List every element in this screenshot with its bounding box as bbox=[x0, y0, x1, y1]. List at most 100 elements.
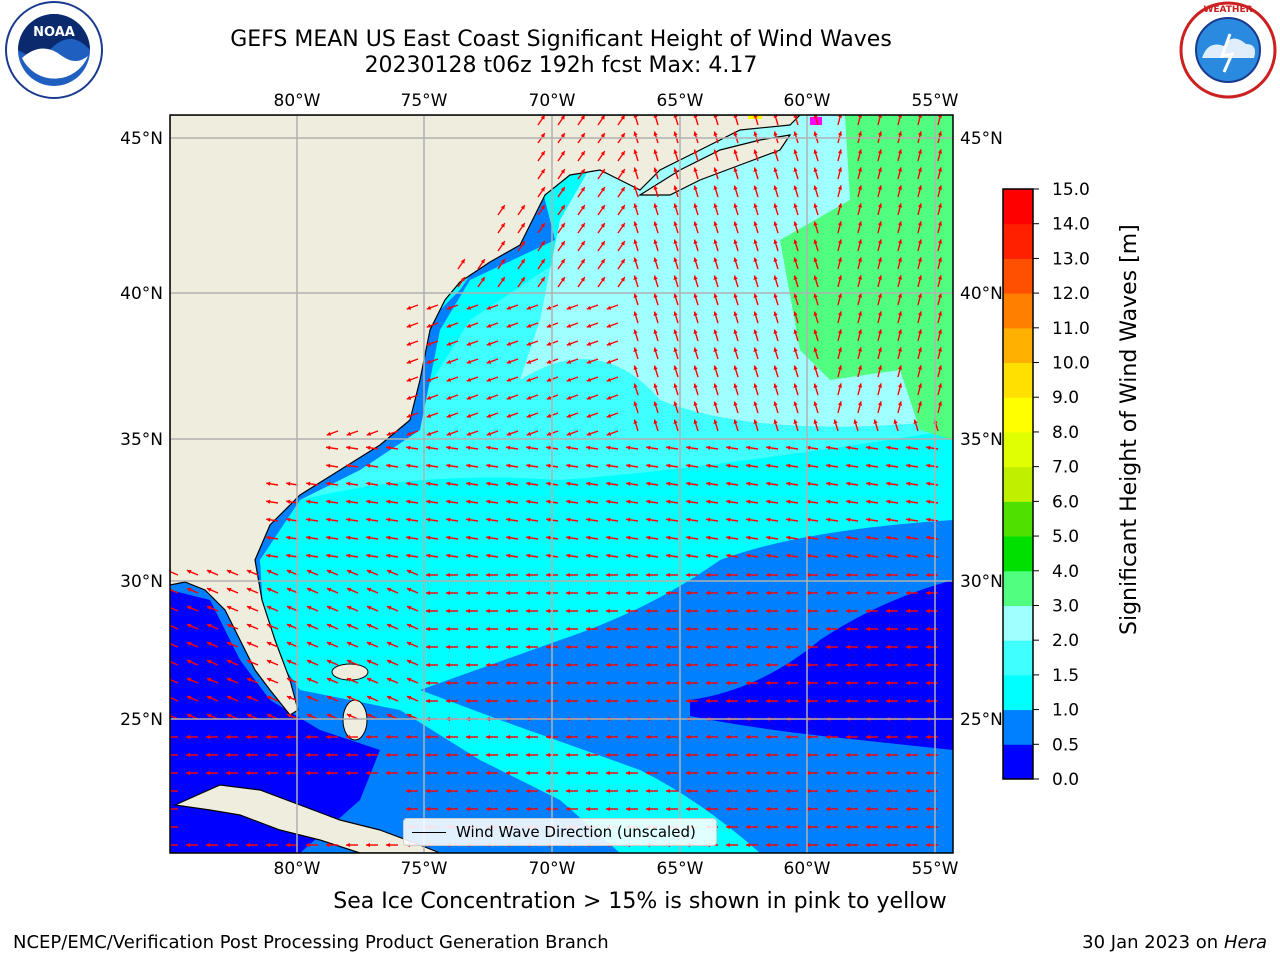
wave-arrow-head bbox=[773, 275, 778, 280]
wave-arrow-head bbox=[226, 695, 232, 700]
wave-arrow-head bbox=[826, 626, 830, 632]
wave-arrow-head bbox=[733, 239, 738, 244]
wave-arrow-head bbox=[526, 734, 530, 740]
wave-arrow-head bbox=[366, 752, 370, 758]
colorbar-swatch bbox=[1003, 223, 1033, 259]
wave-arrow-head bbox=[857, 257, 863, 262]
wave-arrow-head bbox=[606, 535, 611, 540]
wave-arrow-head bbox=[917, 347, 923, 352]
wave-arrow-head bbox=[206, 569, 212, 574]
wave-arrow-head bbox=[306, 752, 310, 758]
wave-arrow-head bbox=[917, 149, 923, 154]
wave-arrow-head bbox=[806, 824, 810, 830]
wave-arrow-head bbox=[877, 365, 883, 370]
wave-arrow-head bbox=[406, 377, 412, 382]
wave-arrow-head bbox=[186, 734, 190, 740]
wave-arrow-head bbox=[306, 605, 312, 610]
wave-arrow-head bbox=[926, 680, 930, 686]
wave-arrow-head bbox=[753, 347, 758, 352]
wave-arrow-head bbox=[846, 590, 850, 596]
wave-arrow-head bbox=[526, 463, 531, 468]
colorbar-swatch bbox=[1003, 501, 1033, 537]
wave-arrow-head bbox=[846, 644, 850, 650]
wave-arrow-head bbox=[546, 535, 551, 540]
colorbar-tick-label: 8.0 bbox=[1052, 423, 1079, 443]
wave-arrow-head bbox=[846, 499, 851, 504]
wave-arrow-head bbox=[286, 677, 292, 682]
wave-arrow-head bbox=[806, 481, 811, 486]
wave-arrow-head bbox=[746, 644, 750, 650]
wave-arrow-head bbox=[626, 662, 630, 668]
wave-arrow-head bbox=[726, 680, 730, 686]
wave-arrow-head bbox=[526, 517, 531, 522]
wave-arrow-head bbox=[566, 517, 571, 522]
wave-arrow-head bbox=[526, 535, 531, 540]
lon-label-top: 60°W bbox=[784, 91, 831, 111]
wave-arrow-head bbox=[813, 131, 818, 136]
wave-arrow-head bbox=[406, 431, 412, 436]
wave-arrow-head bbox=[586, 517, 591, 522]
wave-arrow-head bbox=[766, 644, 770, 650]
wave-arrow-head bbox=[406, 535, 411, 540]
wave-arrow-head bbox=[633, 149, 638, 154]
wave-arrow-head bbox=[766, 572, 770, 578]
wave-arrow-head bbox=[560, 223, 565, 228]
wave-arrow-head bbox=[633, 401, 638, 406]
wave-arrow-head bbox=[486, 806, 490, 812]
wave-arrow-head bbox=[666, 662, 670, 668]
wave-arrow-head bbox=[653, 149, 658, 154]
wave-arrow-head bbox=[786, 445, 791, 450]
wave-arrow-head bbox=[733, 131, 738, 136]
wave-arrow-head bbox=[186, 752, 190, 758]
wave-arrow-head bbox=[633, 383, 638, 388]
wave-arrow-head bbox=[813, 365, 818, 370]
wave-arrow-head bbox=[646, 770, 650, 776]
wave-arrow-head bbox=[486, 662, 490, 668]
wave-arrow-head bbox=[466, 499, 471, 504]
wave-arrow-head bbox=[206, 587, 212, 592]
wave-arrow-head bbox=[766, 734, 770, 740]
wave-arrow-head bbox=[526, 395, 532, 400]
wave-arrow-head bbox=[366, 770, 370, 776]
wave-arrow-head bbox=[673, 221, 678, 226]
wave-arrow-head bbox=[486, 788, 490, 794]
lat-label-left: 45°N bbox=[120, 129, 163, 149]
wave-arrow-head bbox=[426, 517, 431, 522]
wave-arrow-head bbox=[646, 806, 650, 812]
chart-subtitle: 20230128 t06z 192h fcst Max: 4.17 bbox=[364, 53, 758, 78]
wave-arrow-head bbox=[466, 572, 470, 578]
wave-arrow-head bbox=[666, 752, 670, 758]
wave-arrow-head bbox=[786, 806, 790, 812]
wave-arrow-head bbox=[826, 788, 830, 794]
wave-arrow-head bbox=[586, 323, 592, 328]
wave-arrow-head bbox=[833, 419, 838, 424]
wave-arrow-head bbox=[406, 770, 410, 776]
wave-arrow-head bbox=[346, 569, 352, 574]
wave-arrow-head bbox=[733, 167, 738, 172]
wave-arrow-head bbox=[826, 680, 830, 686]
wave-arrow-head bbox=[937, 221, 943, 226]
wave-arrow-head bbox=[633, 167, 638, 172]
wave-arrow-head bbox=[866, 698, 870, 704]
wave-arrow-head bbox=[226, 770, 230, 776]
wave-arrow-head bbox=[653, 257, 658, 262]
wave-arrow-head bbox=[366, 713, 372, 718]
wave-arrow-head bbox=[406, 659, 412, 664]
wave-arrow-head bbox=[526, 806, 530, 812]
wave-arrow-head bbox=[386, 770, 390, 776]
wave-arrow-head bbox=[826, 806, 830, 812]
wave-arrow-head bbox=[806, 770, 810, 776]
wave-arrow-head bbox=[673, 167, 678, 172]
wave-arrow-head bbox=[266, 587, 272, 592]
wave-arrow-head bbox=[766, 842, 770, 848]
wave-arrow-head bbox=[937, 401, 943, 406]
wave-arrow-head bbox=[486, 626, 490, 632]
wave-arrow-head bbox=[466, 752, 470, 758]
wave-arrow-head bbox=[446, 698, 450, 704]
wave-arrow-head bbox=[386, 431, 392, 436]
wave-arrow-head bbox=[713, 149, 718, 154]
wave-arrow-head bbox=[706, 644, 710, 650]
wave-arrow-head bbox=[506, 734, 510, 740]
wave-arrow-head bbox=[633, 347, 638, 352]
wave-arrow-head bbox=[246, 641, 252, 646]
